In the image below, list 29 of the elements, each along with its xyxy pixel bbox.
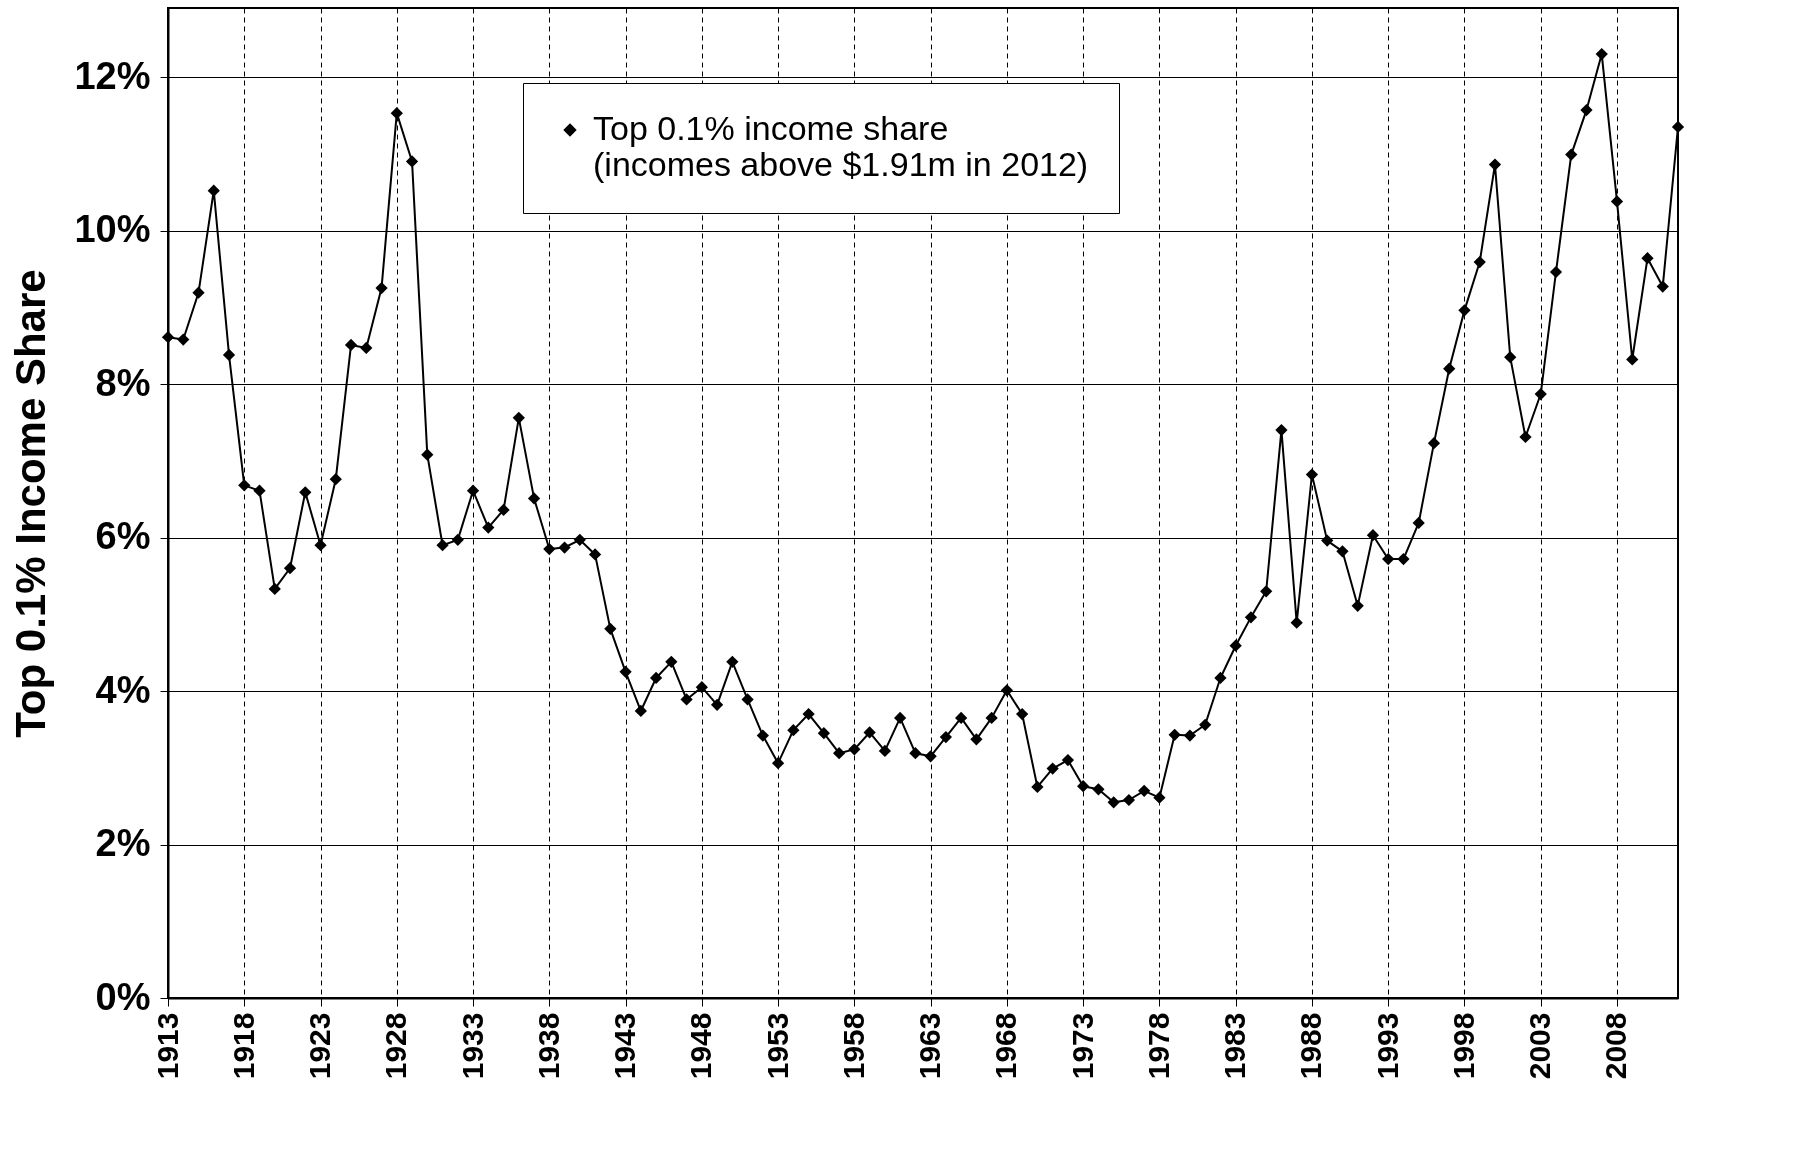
x-tick-label: 1938 <box>531 1012 565 1080</box>
x-tick-label: 1978 <box>1141 1012 1175 1080</box>
y-tick-label: 10% <box>74 208 151 251</box>
y-tick-label: 12% <box>74 54 151 97</box>
x-tick-label: 2008 <box>1599 1012 1633 1080</box>
x-tick-label: 1913 <box>150 1012 184 1080</box>
x-tick-label: 1963 <box>913 1012 947 1080</box>
y-tick-label: 6% <box>95 515 151 558</box>
y-tick-label: 4% <box>95 668 151 711</box>
x-tick-label: 1953 <box>760 1012 794 1080</box>
x-tick-label: 1923 <box>303 1012 337 1080</box>
x-tick-label: 1928 <box>379 1012 413 1080</box>
y-tick-label: 0% <box>95 975 151 1018</box>
legend-label: Top 0.1% income share (incomes above $1.91m in 2012) <box>593 109 1089 183</box>
x-tick-label: 1918 <box>226 1012 260 1080</box>
y-axis-title: Top 0.1% Income Share <box>7 269 55 738</box>
x-tick-label: 1988 <box>1294 1012 1328 1080</box>
y-tick-label: 8% <box>95 361 151 404</box>
x-tick-label: 1983 <box>1218 1012 1252 1080</box>
x-tick-label: 1933 <box>455 1012 489 1080</box>
x-tick-label: 2003 <box>1523 1012 1557 1080</box>
x-tick-label: 1948 <box>684 1012 718 1080</box>
x-tick-label: 1993 <box>1370 1012 1404 1080</box>
x-tick-label: 1973 <box>1065 1012 1099 1080</box>
x-tick-label: 1943 <box>608 1012 642 1080</box>
x-tick-label: 1998 <box>1446 1012 1480 1080</box>
x-tick-label: 1958 <box>836 1012 870 1080</box>
y-tick-label: 2% <box>95 822 151 865</box>
x-tick-label: 1968 <box>989 1012 1023 1080</box>
